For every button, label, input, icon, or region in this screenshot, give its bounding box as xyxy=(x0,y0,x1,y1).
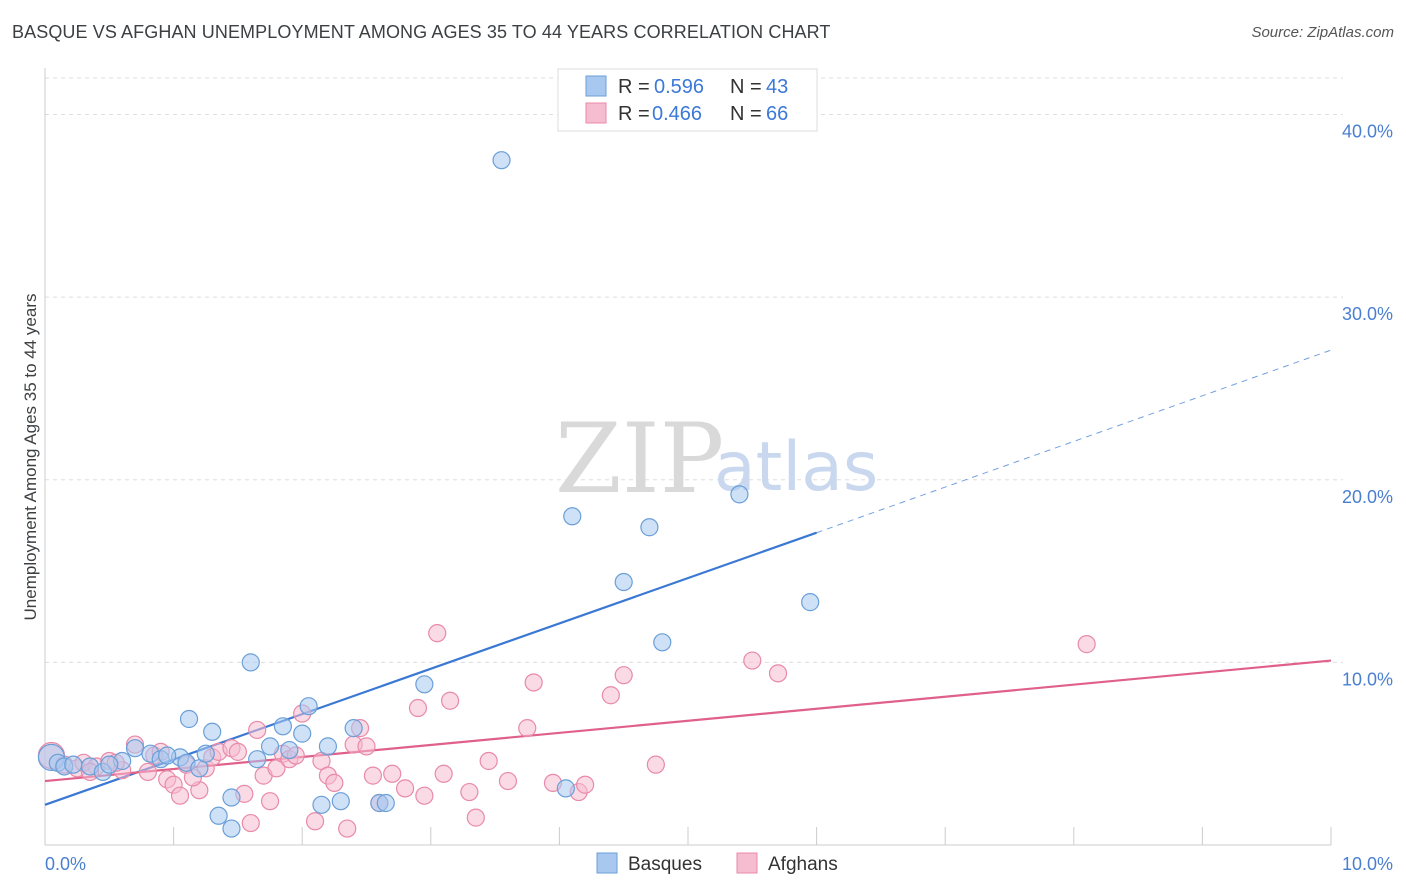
afghans-point[interactable] xyxy=(248,720,267,740)
afghans-trend-line xyxy=(44,659,1332,783)
afghans-point[interactable] xyxy=(460,782,479,802)
bottom-legend: Basques Afghans xyxy=(596,852,838,875)
x-tick-label: 10.0% xyxy=(1342,854,1393,874)
y-tick-label: 30.0% xyxy=(1342,304,1393,324)
basques-point[interactable] xyxy=(125,739,145,758)
afghans-point[interactable] xyxy=(440,691,460,710)
legend-n-value-afghans: 66 xyxy=(766,103,788,125)
basques-point[interactable] xyxy=(492,151,511,170)
afghans-point[interactable] xyxy=(241,813,260,833)
basques-point[interactable] xyxy=(260,737,280,756)
basques-point[interactable] xyxy=(730,485,749,504)
afghans-point[interactable] xyxy=(428,624,447,643)
afghans-point[interactable] xyxy=(260,792,280,811)
watermark: ZIP atlas xyxy=(555,403,878,515)
basques-point[interactable] xyxy=(376,793,395,813)
basques-point[interactable] xyxy=(801,593,820,612)
basques-point[interactable] xyxy=(209,806,228,825)
bottom-legend-label-afghans[interactable]: Afghans xyxy=(768,854,838,875)
basques-point[interactable] xyxy=(222,788,241,807)
afghans-point[interactable] xyxy=(138,762,157,782)
basques-point[interactable] xyxy=(248,750,267,769)
basques-point[interactable] xyxy=(100,755,119,774)
basques-point[interactable] xyxy=(273,717,293,736)
y-tick-label: 10.0% xyxy=(1342,669,1393,689)
bottom-legend-swatch-basques[interactable] xyxy=(596,852,618,874)
afghans-point[interactable] xyxy=(743,651,762,670)
y-tick-label: 20.0% xyxy=(1342,487,1393,507)
basques-point[interactable] xyxy=(614,572,633,592)
watermark-zip-text: ZIP xyxy=(555,403,724,515)
afghans-point[interactable] xyxy=(363,766,383,785)
afghans-point[interactable] xyxy=(614,666,633,685)
legend-n-label-afghans: N = xyxy=(730,103,762,125)
basques-point[interactable] xyxy=(280,740,299,760)
afghans-point[interactable] xyxy=(228,742,247,761)
y-axis-label: Unemployment Among Ages 35 to 44 years xyxy=(21,294,40,621)
basques-point[interactable] xyxy=(344,719,363,738)
basques-point[interactable] xyxy=(312,795,331,814)
source-label: Source: ZipAtlas.com xyxy=(1251,24,1394,41)
top-legend: R = 0.596 N = 43 R = 0.466 N = 66 xyxy=(557,68,818,132)
basques-point[interactable] xyxy=(563,507,582,526)
x-tick-label: 0.0% xyxy=(45,854,86,874)
basques-point[interactable] xyxy=(653,633,672,652)
afghans-point[interactable] xyxy=(479,751,498,771)
legend-swatch-afghans xyxy=(585,102,607,124)
bottom-legend-swatch-afghans[interactable] xyxy=(736,852,758,874)
tick-label-layer: 10.0% 20.0% 30.0% 40.0% 0.0% 10.0% xyxy=(45,122,1393,874)
afghans-point[interactable] xyxy=(383,764,402,783)
afghans-point[interactable] xyxy=(466,808,485,827)
basques-point[interactable] xyxy=(640,518,659,537)
basques-point[interactable] xyxy=(179,709,199,729)
afghans-point[interactable] xyxy=(415,786,434,805)
afghans-point[interactable] xyxy=(170,786,190,805)
basques-trend-extension xyxy=(816,349,1332,534)
legend-n-label-basques: N = xyxy=(730,76,762,98)
basques-point[interactable] xyxy=(241,653,260,672)
legend-r-value-afghans: 0.466 xyxy=(652,103,702,125)
afghans-point[interactable] xyxy=(1077,635,1096,654)
afghans-point[interactable] xyxy=(434,764,453,783)
afghans-point[interactable] xyxy=(576,775,595,794)
basques-point[interactable] xyxy=(299,697,318,716)
basques-point[interactable] xyxy=(415,675,434,694)
legend-r-label-afghans: R = xyxy=(618,103,650,125)
legend-r-value-basques: 0.596 xyxy=(654,76,704,98)
legend-r-label-basques: R = xyxy=(618,76,650,98)
grid-layer xyxy=(45,77,1343,845)
basques-point[interactable] xyxy=(556,779,575,798)
afghans-point[interactable] xyxy=(357,737,376,756)
afghans-point[interactable] xyxy=(524,673,543,692)
points-layer xyxy=(37,151,1096,838)
basques-point[interactable] xyxy=(293,724,312,743)
afghans-point[interactable] xyxy=(498,771,518,791)
afghans-point[interactable] xyxy=(518,719,537,738)
y-tick-label: 40.0% xyxy=(1342,122,1393,142)
basques-point[interactable] xyxy=(318,737,338,756)
legend-swatch-basques xyxy=(585,75,607,97)
afghans-point[interactable] xyxy=(325,773,344,793)
afghans-point[interactable] xyxy=(768,664,788,683)
afghans-point[interactable] xyxy=(646,755,665,774)
basques-point[interactable] xyxy=(64,755,83,774)
afghans-point[interactable] xyxy=(395,779,415,798)
basques-point[interactable] xyxy=(203,722,222,741)
afghans-point[interactable] xyxy=(601,686,620,705)
chart-title: BASQUE VS AFGHAN UNEMPLOYMENT AMONG AGES… xyxy=(12,22,831,42)
axis-layer xyxy=(44,68,1331,846)
basques-point[interactable] xyxy=(158,746,177,765)
basques-point[interactable] xyxy=(222,819,241,838)
bottom-legend-label-basques[interactable]: Basques xyxy=(628,854,702,875)
afghans-point[interactable] xyxy=(305,812,325,831)
legend-n-value-basques: 43 xyxy=(766,76,788,98)
basques-point[interactable] xyxy=(196,744,215,763)
afghans-point[interactable] xyxy=(338,819,357,838)
basques-point[interactable] xyxy=(331,792,350,811)
afghans-point[interactable] xyxy=(408,698,428,718)
